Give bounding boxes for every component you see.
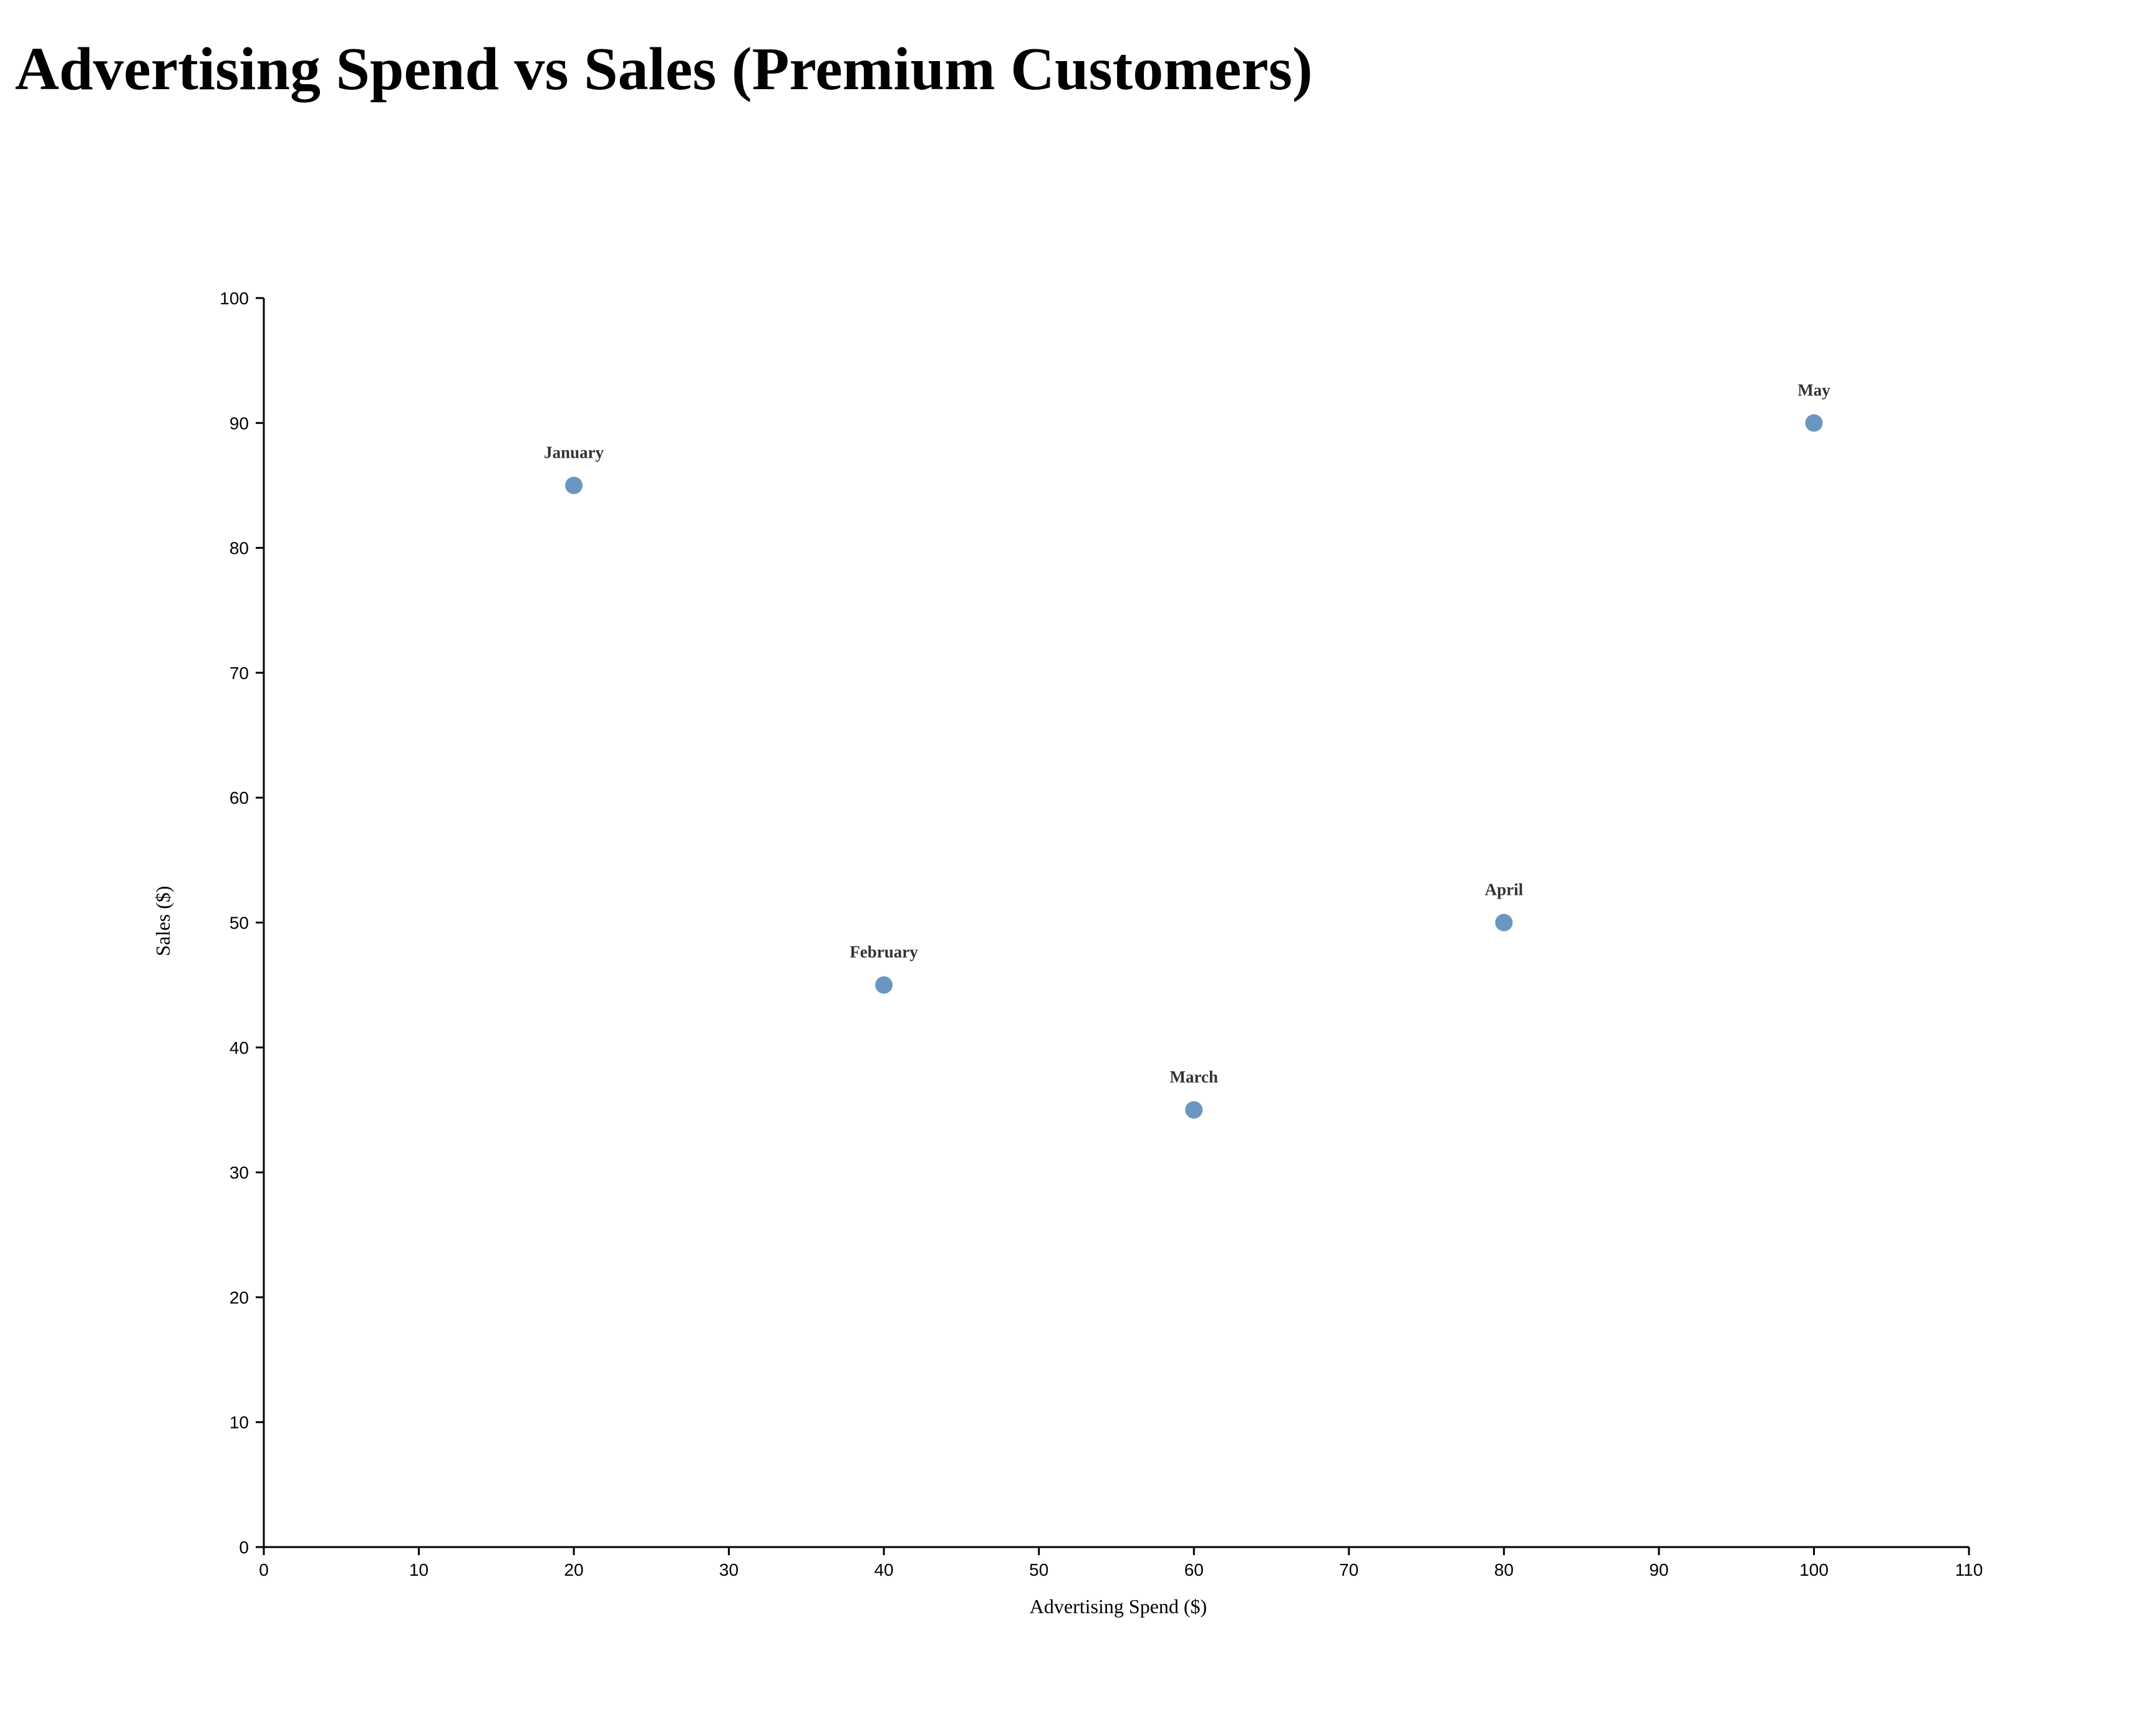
x-tick-label: 100	[1799, 1560, 1829, 1579]
y-tick-label: 0	[239, 1538, 249, 1557]
chart-title: Advertising Spend vs Sales (Premium Cust…	[15, 36, 1313, 103]
point-label: January	[544, 443, 604, 461]
y-tick-label: 70	[230, 663, 249, 683]
x-tick-label: 30	[719, 1560, 738, 1579]
y-axis-title: Sales ($)	[152, 886, 174, 957]
y-axis: 0 10 20 30 40 50 60 70 80 90 100	[220, 289, 265, 1557]
y-tick-label: 80	[230, 539, 249, 558]
x-tick-label: 60	[1184, 1560, 1204, 1579]
y-tick-label: 100	[220, 289, 249, 308]
data-point	[565, 476, 583, 494]
x-axis: 0 10 20 30 40 50 60 70 80 90 100 110	[259, 1546, 1983, 1579]
x-tick-label: 110	[1955, 1560, 1983, 1579]
x-axis-title: Advertising Spend ($)	[1030, 1595, 1207, 1618]
point-label: May	[1797, 380, 1831, 399]
point-label: March	[1170, 1068, 1218, 1086]
data-points: January February March April May	[544, 380, 1831, 1119]
x-tick-label: 0	[259, 1560, 269, 1579]
point-label: February	[849, 943, 918, 962]
y-tick-label: 40	[230, 1038, 249, 1058]
y-tick-label: 30	[230, 1163, 249, 1182]
y-tick-label: 20	[230, 1288, 249, 1307]
y-tick-label: 10	[230, 1413, 249, 1432]
data-point	[1495, 914, 1513, 932]
x-tick-label: 90	[1649, 1560, 1668, 1579]
x-tick-label: 10	[409, 1560, 428, 1579]
y-tick-label: 50	[230, 914, 249, 933]
data-point	[1185, 1101, 1203, 1119]
y-tick-label: 60	[230, 788, 249, 808]
y-tick-label: 90	[230, 413, 249, 433]
point-label: April	[1485, 880, 1524, 899]
x-tick-label: 50	[1029, 1560, 1048, 1579]
x-tick-label: 20	[564, 1560, 584, 1579]
x-tick-label: 70	[1339, 1560, 1358, 1579]
data-point	[875, 976, 893, 994]
x-tick-label: 80	[1494, 1560, 1514, 1579]
data-point	[1805, 414, 1823, 432]
x-tick-label: 40	[874, 1560, 894, 1579]
